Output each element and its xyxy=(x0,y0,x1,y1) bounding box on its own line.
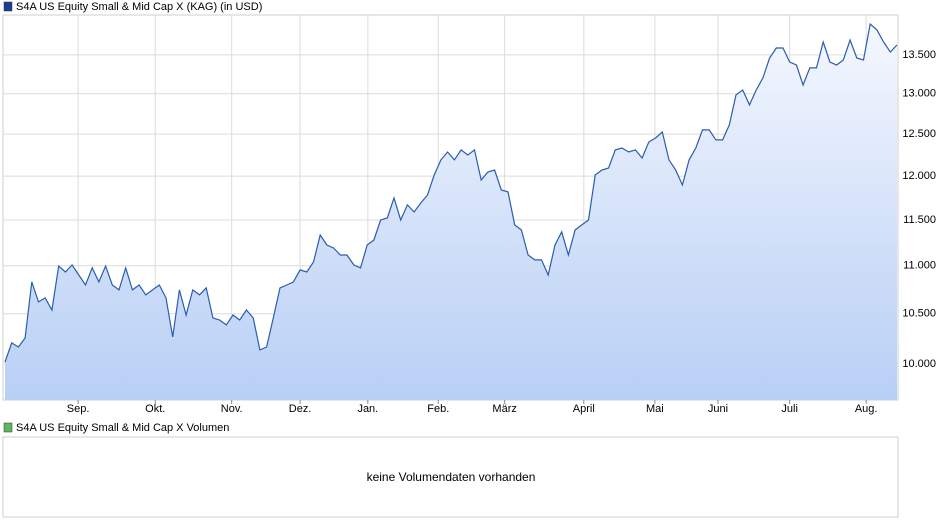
y-tick-label: 11.000 xyxy=(903,260,936,272)
x-tick-label: Mai xyxy=(646,403,664,415)
y-tick-label: 10.000 xyxy=(902,358,936,370)
x-tick-label: Sep. xyxy=(67,403,90,415)
x-tick-label: Juni xyxy=(708,403,728,415)
marks xyxy=(4,22,898,400)
x-tick-label: Nov. xyxy=(221,403,243,415)
y-tick-label: 12.500 xyxy=(902,128,936,140)
y-tick-label: 13.500 xyxy=(902,49,936,61)
x-tick-label: März xyxy=(492,403,516,415)
price-line xyxy=(4,22,898,363)
y-tick-label: 11.500 xyxy=(903,214,936,226)
x-tick-label: April xyxy=(573,403,595,415)
chart-title: S4A US Equity Small & Mid Cap X (KAG) (i… xyxy=(16,1,262,13)
volume-frame xyxy=(2,436,899,518)
x-tick-label: Dez. xyxy=(289,403,312,415)
volume-message: keine Volumendaten vorhanden xyxy=(367,470,536,484)
x-tick-label: Jan. xyxy=(357,403,378,415)
y-tick-label: 13.000 xyxy=(902,88,936,100)
area xyxy=(5,24,897,400)
x-tick-label: Juli xyxy=(781,403,798,415)
volume-title: S4A US Equity Small & Mid Cap X Volumen xyxy=(16,422,229,434)
y-tick-label: 12.000 xyxy=(902,170,936,182)
x-tick-label: Okt. xyxy=(145,403,165,415)
x-tick-label: Aug. xyxy=(855,403,878,415)
volume-legend-swatch xyxy=(3,422,13,433)
y-tick-label: 10.500 xyxy=(902,308,936,320)
x-tick-label: Feb. xyxy=(427,403,449,415)
legend-swatch xyxy=(3,1,13,12)
